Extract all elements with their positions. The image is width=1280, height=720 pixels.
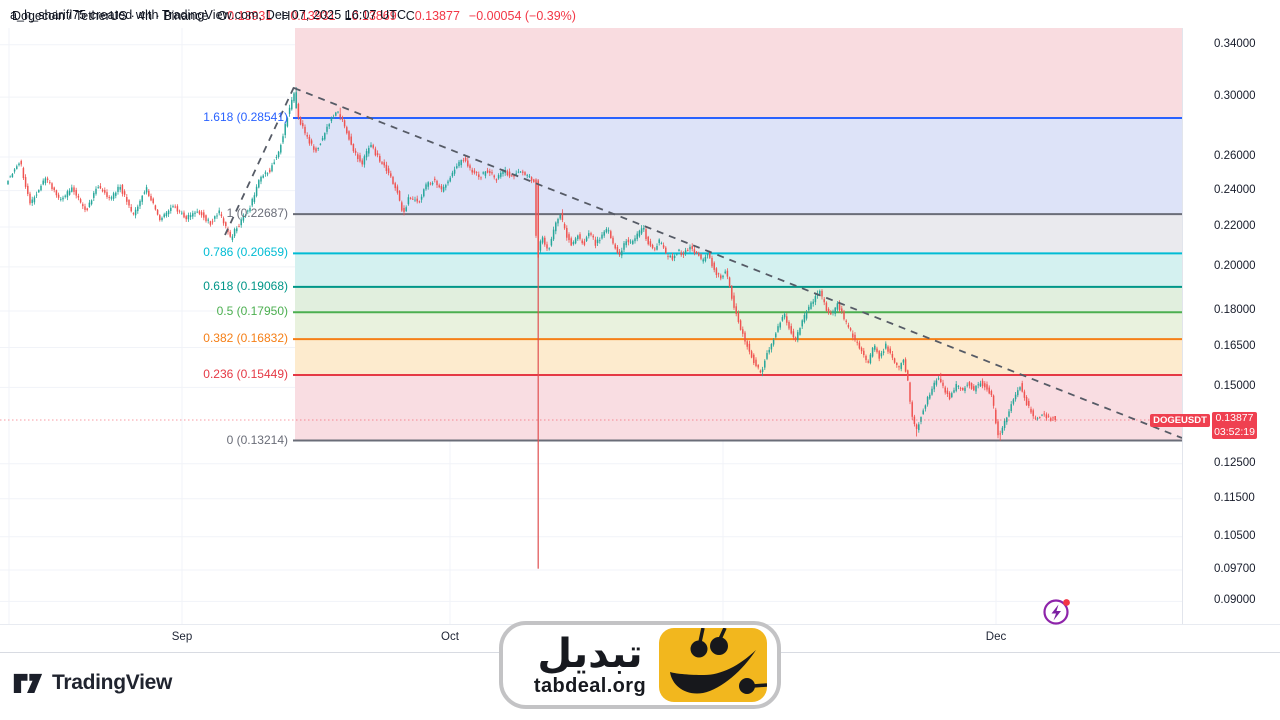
ohlc-value: 0.13931 bbox=[290, 9, 336, 23]
last-price-badge: 0.13877 03:52:19 bbox=[1212, 412, 1257, 439]
price-tick-label: 0.18000 bbox=[1214, 304, 1256, 317]
watermark-title: تبدیل bbox=[537, 630, 643, 677]
symbol-header: Dogecoin / TetherUS · 4h · Binance O0.139… bbox=[12, 9, 576, 23]
price-tick-label: 0.26000 bbox=[1214, 150, 1256, 163]
ohlc-value: 0.13869 bbox=[351, 9, 397, 23]
fib-level-label: 1.618 (0.28541) bbox=[203, 110, 288, 124]
tradingview-icon bbox=[13, 673, 43, 694]
price-tick-label: 0.22000 bbox=[1214, 220, 1256, 233]
price-scale-axis[interactable]: 0.34000 0.30000 0.26000 0.24000 0.22000 0.200… bbox=[1182, 28, 1280, 624]
fib-level-label: 0.618 (0.19068) bbox=[203, 278, 288, 293]
chart-canvas[interactable] bbox=[0, 28, 1182, 624]
watermark-domain: tabdeal.org bbox=[533, 674, 647, 697]
watermark-card: تبدیل tabdeal.org bbox=[499, 621, 781, 709]
watermark-text: تبدیل tabdeal.org bbox=[521, 633, 659, 698]
lightning-circle-icon bbox=[1043, 599, 1070, 625]
fib-level-label: 1 (0.22687) bbox=[226, 206, 288, 221]
boost-button[interactable] bbox=[1040, 594, 1074, 633]
ohlc-prefix: O bbox=[217, 9, 228, 23]
symbol-title[interactable]: Dogecoin / TetherUS · 4h · Binance bbox=[12, 9, 209, 23]
ohlc-value: 0.13931 bbox=[227, 9, 273, 23]
candles-layer bbox=[7, 87, 1056, 569]
ohlc-value: 0.13877 bbox=[414, 9, 460, 23]
fib-level-label: 0 (0.13214) bbox=[226, 432, 288, 447]
tradingview-logo: TradingView bbox=[12, 668, 172, 698]
price-tick-label: 0.10500 bbox=[1214, 529, 1256, 542]
time-tick-label: Sep bbox=[171, 631, 193, 643]
price-tick-label: 0.30000 bbox=[1214, 90, 1256, 103]
price-tick-label: 0.11500 bbox=[1214, 491, 1255, 504]
price-tick-label: 0.15000 bbox=[1214, 380, 1256, 393]
ohlc-prefix: C bbox=[405, 9, 415, 23]
price-tick-label: 0.24000 bbox=[1214, 183, 1256, 196]
bar-countdown: 03:52:19 bbox=[1214, 425, 1255, 438]
chart-pane[interactable]: 1.618 (0.28541) 1 (0.22687) 0.786 (0.20659… bbox=[0, 28, 1182, 624]
ohlc-prefix: H bbox=[281, 9, 291, 23]
tradingview-label: TradingView bbox=[52, 671, 173, 694]
time-tick-label: Dec bbox=[985, 631, 1007, 643]
price-tick-label: 0.20000 bbox=[1214, 259, 1256, 272]
ohlc-values: O0.13931 H0.13931 L0.13869 C0.13877 bbox=[208, 9, 460, 23]
fib-level-label: 0.786 (0.20659) bbox=[203, 245, 288, 260]
change-value: −0.00054 (−0.39%) bbox=[468, 9, 576, 23]
ohlc-prefix: L bbox=[344, 9, 352, 23]
price-tick-label: 0.09000 bbox=[1214, 594, 1256, 607]
attribution-text: a_h_sharifi75 created with TradingView.c… bbox=[10, 8, 407, 22]
tabdeal-icon bbox=[659, 628, 767, 702]
price-tick-label: 0.34000 bbox=[1214, 37, 1256, 50]
fib-level-label: 0.236 (0.15449) bbox=[203, 367, 288, 382]
fib-level-label: 0.5 (0.17950) bbox=[216, 304, 288, 319]
price-tick-label: 0.09700 bbox=[1214, 562, 1256, 575]
price-tick-label: 0.16500 bbox=[1214, 340, 1256, 353]
symbol-badge: DOGEUSDT bbox=[1150, 414, 1210, 427]
last-price-value: 0.13877 bbox=[1215, 412, 1254, 424]
price-tick-label: 0.12500 bbox=[1214, 456, 1256, 469]
time-tick-label: Oct bbox=[441, 631, 459, 643]
fib-level-label: 0.382 (0.16832) bbox=[203, 331, 288, 346]
